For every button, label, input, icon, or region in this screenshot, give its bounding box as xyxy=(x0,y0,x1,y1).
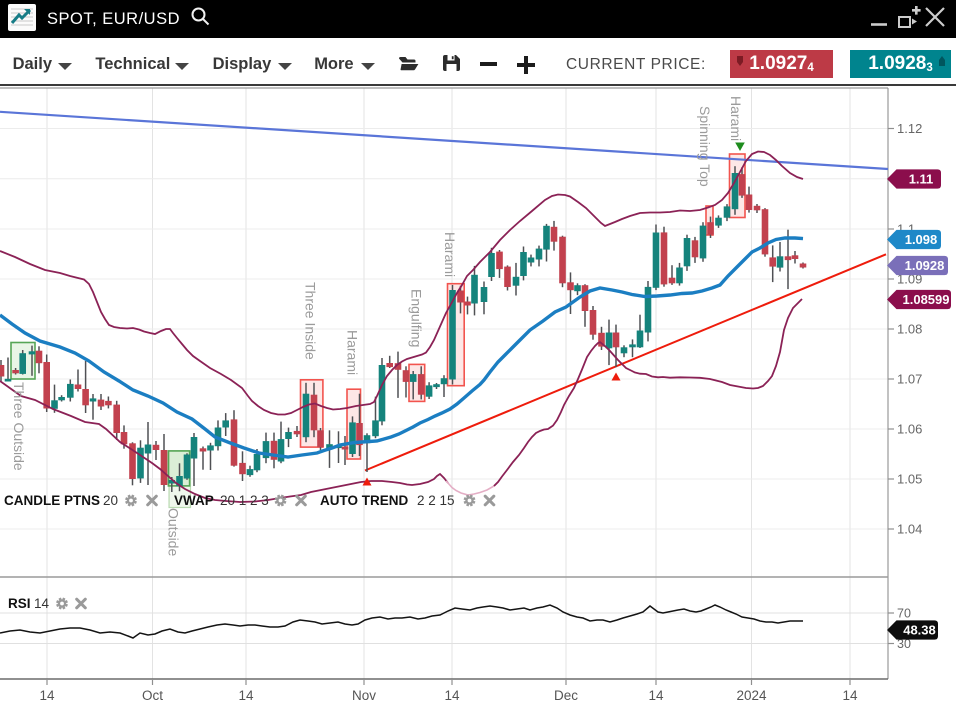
svg-text:1.08: 1.08 xyxy=(897,322,922,337)
svg-text:CANDLE PTNS: CANDLE PTNS xyxy=(4,493,100,508)
svg-text:14: 14 xyxy=(238,688,254,703)
svg-text:1.09: 1.09 xyxy=(897,272,922,287)
svg-text:1.08599: 1.08599 xyxy=(903,292,950,307)
svg-text:14: 14 xyxy=(39,688,55,703)
svg-text:Nov: Nov xyxy=(352,688,376,703)
svg-text:14: 14 xyxy=(648,688,664,703)
svg-text:1.04: 1.04 xyxy=(897,522,922,537)
svg-text:1.11: 1.11 xyxy=(909,172,934,187)
svg-text:2024: 2024 xyxy=(736,688,767,703)
svg-text:2 2 15: 2 2 15 xyxy=(417,493,455,508)
svg-text:1.05: 1.05 xyxy=(897,472,922,487)
svg-text:Oct: Oct xyxy=(142,688,163,703)
svg-text:RSI: RSI xyxy=(8,596,31,611)
svg-text:1.0928: 1.0928 xyxy=(905,258,945,273)
svg-text:Spinning Top: Spinning Top xyxy=(697,106,713,187)
svg-text:70: 70 xyxy=(897,607,911,621)
svg-text:14: 14 xyxy=(444,688,460,703)
svg-text:VWAP: VWAP xyxy=(174,493,214,508)
svg-text:1.098: 1.098 xyxy=(905,232,938,247)
svg-text:Harami: Harami xyxy=(728,96,744,141)
svg-text:14: 14 xyxy=(842,688,858,703)
svg-text:20: 20 xyxy=(103,493,118,508)
svg-text:Three Outside: Three Outside xyxy=(11,382,27,471)
svg-text:20 1 2 3: 20 1 2 3 xyxy=(220,493,269,508)
svg-text:Harami: Harami xyxy=(442,232,458,277)
svg-text:48.38: 48.38 xyxy=(903,623,936,638)
svg-text:1.12: 1.12 xyxy=(897,121,922,136)
svg-text:Engulfing: Engulfing xyxy=(409,289,425,347)
svg-text:Harami: Harami xyxy=(345,330,361,375)
svg-text:Three Inside: Three Inside xyxy=(303,282,319,360)
svg-text:Outside: Outside xyxy=(166,508,182,556)
svg-text:30: 30 xyxy=(897,637,911,651)
svg-text:1.07: 1.07 xyxy=(897,372,922,387)
svg-text:Dec: Dec xyxy=(554,688,578,703)
svg-text:14: 14 xyxy=(34,596,50,611)
svg-text:AUTO TREND: AUTO TREND xyxy=(320,493,409,508)
svg-text:1.06: 1.06 xyxy=(897,422,922,437)
